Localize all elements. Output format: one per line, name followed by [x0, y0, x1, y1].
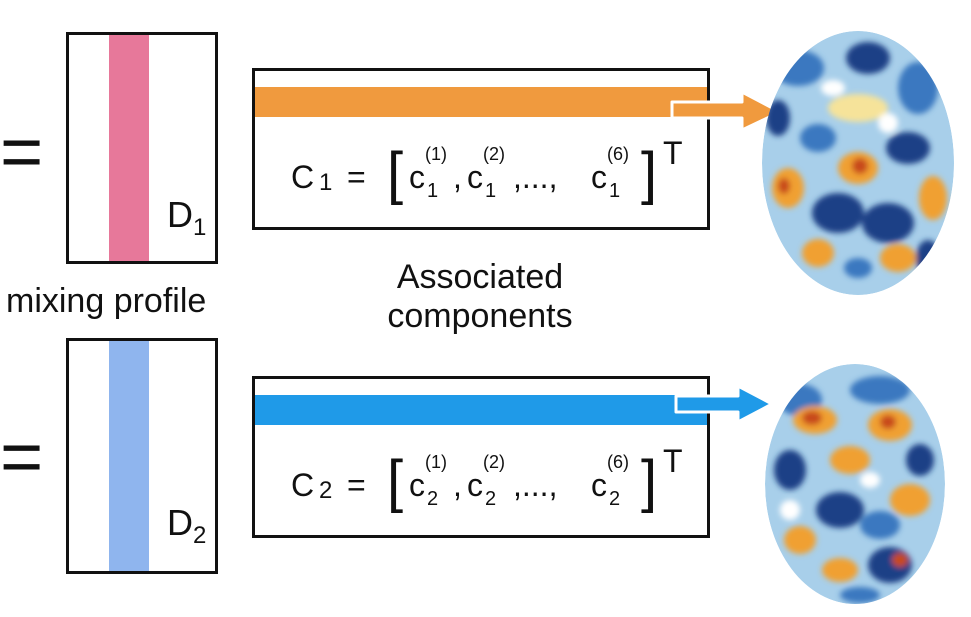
- d1-label: D1: [167, 194, 207, 242]
- brain-map-2: [765, 364, 945, 604]
- d2-label: D2: [167, 502, 207, 550]
- associated-caption-line1: Associated: [396, 258, 564, 296]
- associated-components-caption: Associated components: [330, 258, 630, 336]
- mixing-stripe-d2: [109, 341, 149, 571]
- equals-sign-1: =: [0, 110, 44, 193]
- component-bar-c1: [255, 87, 707, 117]
- equals-sign-2: =: [0, 415, 44, 498]
- brain-map-1: [762, 31, 954, 295]
- mixing-profile-caption: mixing profile: [6, 282, 207, 320]
- component-box-c1: C 1 = [ c (1) 1 , c (2) 1 ,..., c (6) 1 …: [252, 68, 710, 230]
- arrow-c1-to-brain: [670, 90, 782, 132]
- arrow-c2-to-brain: [674, 384, 774, 424]
- associated-caption-line2: components: [387, 297, 573, 336]
- component-bar-c2: [255, 395, 707, 425]
- mixing-matrix-d1: D1: [66, 32, 218, 264]
- component-box-c2: C 2 = [ c (1) 2 , c (2) 2 ,..., c (6) 2 …: [252, 376, 710, 538]
- mixing-stripe-d1: [109, 35, 149, 261]
- mixing-matrix-d2: D2: [66, 338, 218, 574]
